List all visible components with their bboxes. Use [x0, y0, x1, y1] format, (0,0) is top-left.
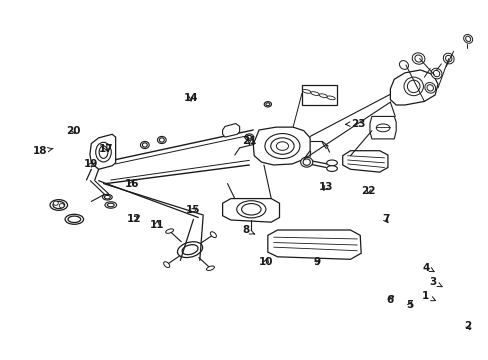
Text: 13: 13 — [318, 182, 333, 192]
Ellipse shape — [53, 201, 58, 205]
Ellipse shape — [276, 142, 288, 150]
Polygon shape — [90, 134, 116, 169]
Ellipse shape — [236, 201, 265, 218]
Ellipse shape — [53, 202, 64, 208]
Polygon shape — [222, 199, 279, 222]
Polygon shape — [253, 127, 309, 165]
Ellipse shape — [326, 96, 335, 100]
Ellipse shape — [319, 94, 327, 98]
Text: 14: 14 — [183, 93, 198, 103]
Ellipse shape — [99, 146, 108, 158]
Ellipse shape — [140, 141, 149, 149]
Text: 23: 23 — [345, 118, 365, 129]
Text: 21: 21 — [242, 136, 256, 147]
Ellipse shape — [326, 160, 337, 166]
Ellipse shape — [142, 143, 147, 147]
Ellipse shape — [375, 124, 389, 132]
Ellipse shape — [465, 36, 470, 41]
Ellipse shape — [303, 159, 310, 165]
Text: 9: 9 — [313, 257, 320, 267]
Ellipse shape — [159, 138, 164, 142]
Text: 4: 4 — [422, 262, 433, 273]
Ellipse shape — [463, 35, 472, 43]
Ellipse shape — [302, 90, 310, 93]
Ellipse shape — [326, 166, 337, 171]
Text: 8: 8 — [242, 225, 254, 235]
Ellipse shape — [411, 53, 424, 64]
Polygon shape — [389, 70, 437, 105]
Polygon shape — [267, 230, 361, 259]
Ellipse shape — [163, 262, 169, 267]
Text: 17: 17 — [99, 144, 113, 154]
Ellipse shape — [107, 203, 114, 207]
Ellipse shape — [265, 103, 269, 106]
Ellipse shape — [426, 85, 432, 91]
Ellipse shape — [407, 80, 419, 93]
Text: 3: 3 — [428, 277, 441, 287]
Ellipse shape — [65, 214, 83, 224]
Polygon shape — [369, 116, 395, 139]
Ellipse shape — [241, 203, 261, 215]
Ellipse shape — [96, 142, 111, 162]
Ellipse shape — [264, 102, 271, 107]
Bar — [301, 85, 336, 105]
Polygon shape — [342, 151, 387, 172]
Ellipse shape — [105, 202, 116, 208]
Ellipse shape — [270, 138, 293, 154]
Text: 2: 2 — [464, 321, 471, 332]
Ellipse shape — [246, 135, 251, 139]
Text: 5: 5 — [406, 300, 412, 310]
Polygon shape — [222, 123, 239, 137]
Ellipse shape — [264, 134, 299, 158]
Text: 19: 19 — [84, 159, 98, 169]
Text: 15: 15 — [186, 205, 200, 215]
Text: 6: 6 — [386, 295, 393, 305]
Ellipse shape — [424, 82, 435, 93]
Ellipse shape — [430, 68, 441, 79]
Ellipse shape — [244, 134, 253, 140]
Ellipse shape — [68, 216, 81, 222]
Text: 20: 20 — [66, 126, 81, 136]
Text: 1: 1 — [421, 291, 435, 301]
Ellipse shape — [300, 157, 312, 167]
Ellipse shape — [443, 53, 453, 64]
Ellipse shape — [445, 55, 451, 62]
Ellipse shape — [432, 70, 439, 77]
Ellipse shape — [157, 136, 166, 144]
Ellipse shape — [206, 266, 214, 270]
Text: 7: 7 — [381, 214, 388, 224]
Ellipse shape — [310, 92, 319, 95]
Text: 22: 22 — [361, 186, 375, 196]
Text: 10: 10 — [259, 257, 273, 267]
Ellipse shape — [399, 60, 407, 69]
Ellipse shape — [182, 245, 198, 255]
Text: 18: 18 — [33, 147, 53, 157]
Text: 12: 12 — [127, 214, 141, 224]
Ellipse shape — [414, 55, 422, 62]
Ellipse shape — [104, 195, 110, 199]
Text: 11: 11 — [149, 220, 164, 230]
Ellipse shape — [102, 194, 112, 200]
Ellipse shape — [210, 232, 216, 238]
Text: 16: 16 — [124, 179, 139, 189]
Ellipse shape — [165, 229, 173, 233]
Ellipse shape — [50, 200, 67, 210]
Ellipse shape — [177, 242, 202, 257]
Ellipse shape — [403, 77, 423, 96]
Ellipse shape — [59, 203, 64, 208]
